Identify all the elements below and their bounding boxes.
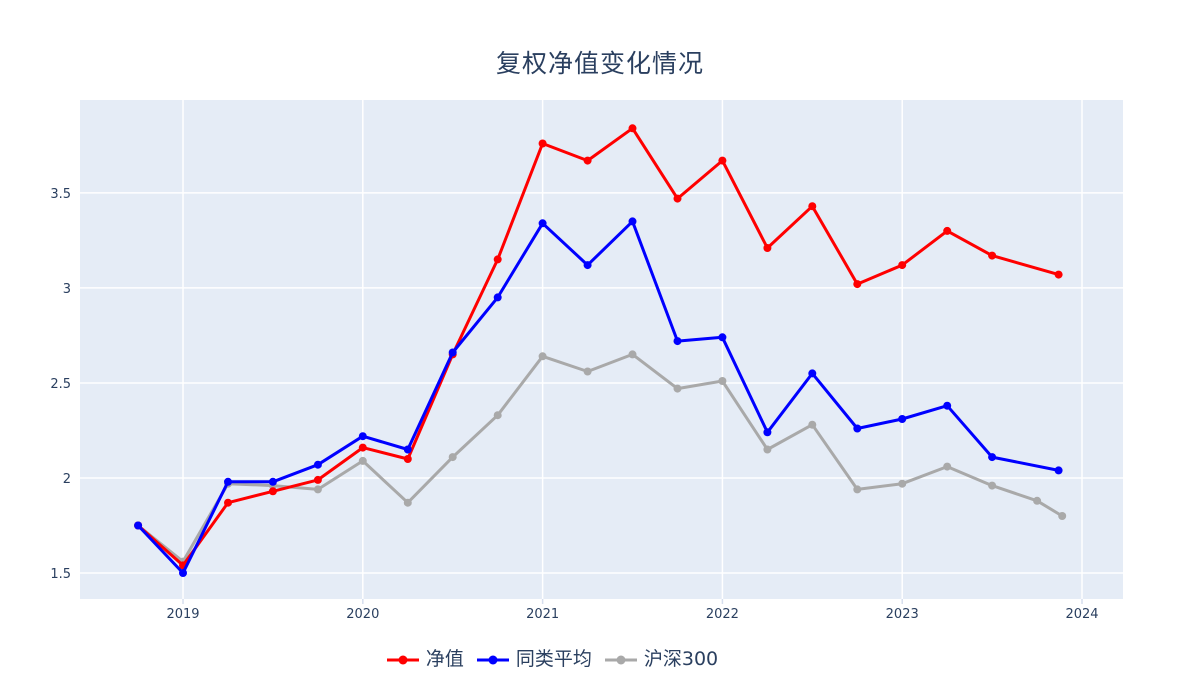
peer-average-point <box>313 460 322 469</box>
csi300-point <box>808 420 817 429</box>
csi300-point <box>898 479 907 488</box>
csi300-point <box>493 411 502 420</box>
peer-average-point <box>988 453 997 462</box>
peer-average-point <box>583 261 592 270</box>
line-dot-marker-icon <box>604 655 637 664</box>
csi300-line <box>136 352 1064 564</box>
legend-label-peer-average: 同类平均 <box>515 648 592 670</box>
peer-average-point <box>808 369 817 378</box>
nav-point <box>1054 270 1063 279</box>
peer-average-point <box>943 401 952 410</box>
nav-point <box>988 251 997 260</box>
nav-point <box>673 194 682 203</box>
nav-point <box>538 139 547 148</box>
nav-point <box>853 280 862 289</box>
x-axis-tick-label: 2021 <box>526 607 559 622</box>
chart-title: 复权净值变化情况 <box>495 49 704 78</box>
peer-average-point <box>538 219 547 228</box>
csi300-point <box>988 481 997 490</box>
peer-average-point <box>448 348 457 357</box>
csi300-point <box>358 456 367 465</box>
plot-area: 1.5 2 2.5 3 3.5 2019 2020 2021 2022 2023 2024 <box>50 100 1123 622</box>
y-axis-tick-label: 3.5 <box>50 187 71 202</box>
legend-item-nav[interactable]: 净值 <box>386 650 464 669</box>
peer-average-point <box>1054 466 1063 475</box>
x-axis-tick-label: 2019 <box>166 607 199 622</box>
csi300-point <box>403 498 412 507</box>
nav-point <box>268 487 277 496</box>
plot-background <box>80 100 1123 599</box>
csi300-point <box>673 384 682 393</box>
peer-average-point <box>224 477 232 486</box>
csi300-point <box>1058 512 1067 520</box>
legend: 净值 同类平均 沪深300 <box>0 650 1200 669</box>
peer-average-point <box>134 521 143 530</box>
legend-item-peer-average[interactable]: 同类平均 <box>476 650 592 669</box>
nav-point <box>493 255 502 264</box>
x-axis-tick-label: 2023 <box>886 607 919 622</box>
nav-point <box>224 498 232 507</box>
peer-average-point <box>853 424 862 433</box>
nav-point <box>628 124 637 133</box>
nav-point <box>808 202 817 211</box>
peer-average-point <box>403 445 412 454</box>
y-axis-tick-label: 2.5 <box>50 377 71 392</box>
y-axis-tick-label: 1.5 <box>50 567 71 582</box>
csi300-point <box>853 485 862 494</box>
peer-average-point <box>763 428 772 437</box>
peer-average-point <box>179 569 187 577</box>
peer-average-point <box>493 293 502 302</box>
peer-average-point <box>898 415 907 423</box>
peer-average-point <box>718 333 727 342</box>
line-dot-marker-icon <box>386 655 419 664</box>
peer-average-point <box>673 337 682 346</box>
csi300-point <box>763 445 772 454</box>
nav-point <box>763 244 772 252</box>
peer-average-point <box>358 432 367 441</box>
csi300-point <box>448 453 457 462</box>
csi300-point <box>583 367 592 376</box>
csi300-point <box>313 485 322 494</box>
y-axis-tick-label: 2 <box>63 472 71 487</box>
nav-point <box>943 226 952 235</box>
legend-label-nav: 净值 <box>425 648 464 670</box>
legend-item-csi300[interactable]: 沪深300 <box>604 650 718 669</box>
nav-point <box>718 156 727 165</box>
nav-point <box>403 455 412 463</box>
nav-point <box>313 475 322 484</box>
nav-point <box>898 261 907 270</box>
csi300-point <box>538 352 547 361</box>
csi300-point <box>943 462 952 471</box>
legend-label-csi300: 沪深300 <box>643 648 719 670</box>
peer-average-point <box>628 217 637 226</box>
csi300-point <box>1033 496 1042 505</box>
x-axis-tick-label: 2022 <box>706 607 739 622</box>
peer-average-point <box>268 477 277 486</box>
csi300-point <box>718 377 727 385</box>
x-axis-tick-label: 2024 <box>1065 607 1098 622</box>
y-axis-tick-label: 3 <box>63 282 71 297</box>
nav-point <box>358 443 367 452</box>
nav-point <box>583 156 592 165</box>
line-dot-marker-icon <box>476 655 509 664</box>
csi300-point <box>628 350 637 359</box>
x-axis-tick-label: 2020 <box>346 607 379 622</box>
